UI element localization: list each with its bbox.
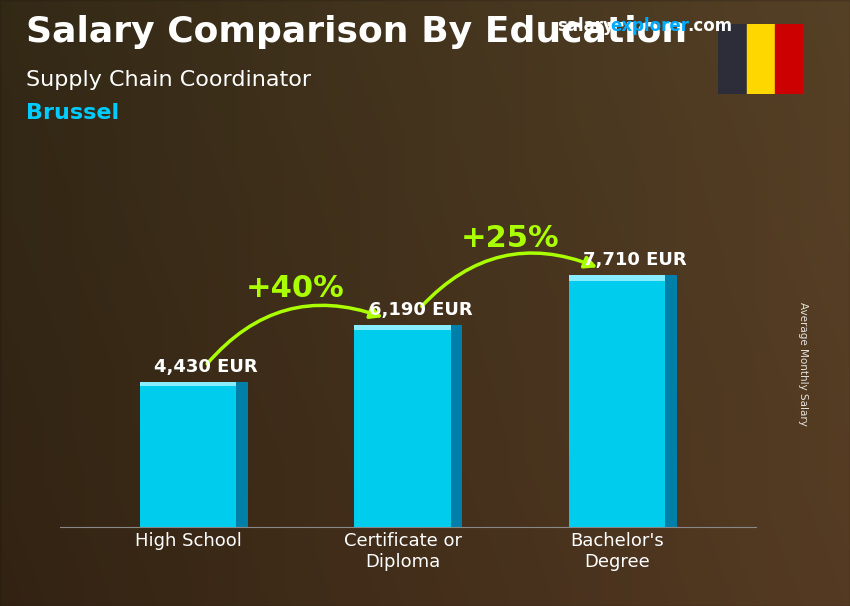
Bar xyxy=(666,275,677,527)
Bar xyxy=(718,24,746,94)
Bar xyxy=(140,382,236,527)
Bar xyxy=(354,325,450,527)
Bar xyxy=(450,325,462,527)
Text: 6,190 EUR: 6,190 EUR xyxy=(369,301,473,319)
Bar xyxy=(775,24,803,94)
Text: 7,710 EUR: 7,710 EUR xyxy=(583,251,687,269)
Text: explorer: explorer xyxy=(610,17,689,35)
FancyArrowPatch shape xyxy=(207,305,379,364)
Text: Supply Chain Coordinator: Supply Chain Coordinator xyxy=(26,70,310,90)
Bar xyxy=(354,325,450,330)
Bar xyxy=(569,275,666,527)
Text: +25%: +25% xyxy=(461,224,559,253)
Text: 4,430 EUR: 4,430 EUR xyxy=(155,358,258,376)
Bar xyxy=(236,382,248,527)
Text: salary: salary xyxy=(557,17,614,35)
Bar xyxy=(746,24,775,94)
Text: .com: .com xyxy=(687,17,732,35)
Text: +40%: +40% xyxy=(246,274,345,303)
Text: Brussel: Brussel xyxy=(26,103,119,123)
Bar xyxy=(569,275,666,281)
Bar xyxy=(140,382,236,386)
FancyArrowPatch shape xyxy=(422,253,594,306)
Text: Salary Comparison By Education: Salary Comparison By Education xyxy=(26,15,687,49)
Text: Average Monthly Salary: Average Monthly Salary xyxy=(798,302,808,425)
